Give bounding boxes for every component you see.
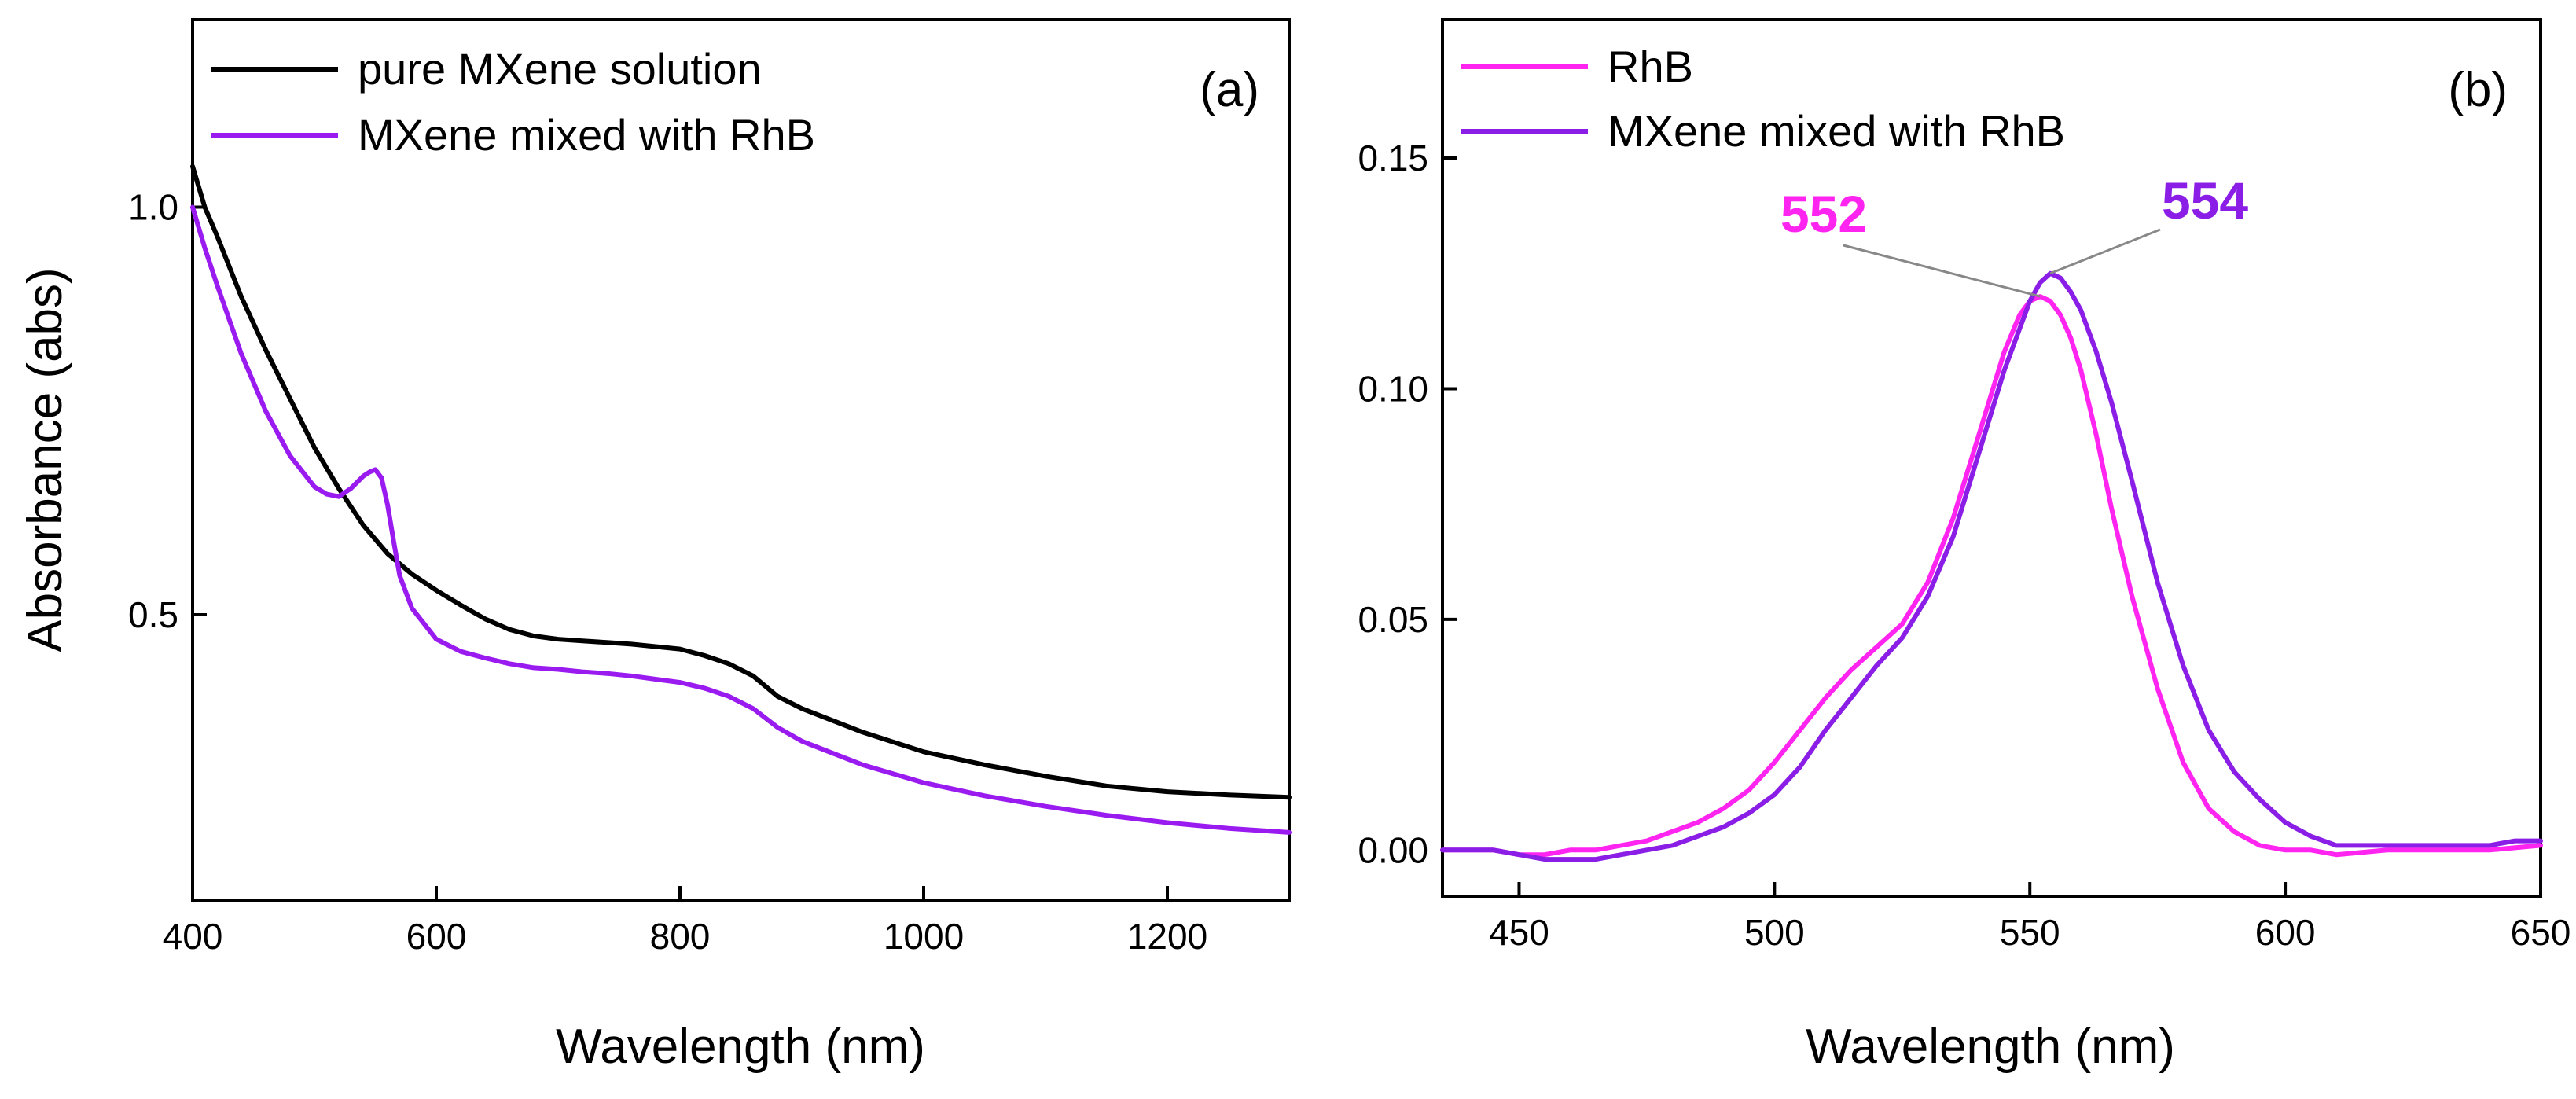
panel-b-series xyxy=(1440,270,2543,862)
panel-a-y-tick-label: 1.0 xyxy=(128,187,178,228)
panel-a-x-tick-label: 600 xyxy=(406,916,467,957)
annotation-554-leader xyxy=(2049,228,2161,275)
panel-b-y-tick-label: 0.15 xyxy=(1358,138,1428,178)
legend-b-label-rhb: RhB xyxy=(1608,42,1693,91)
legend-b-label-mixed: MXene mixed with RhB xyxy=(1608,106,2065,156)
legend-a-label-pure-mxene: pure MXene solution xyxy=(358,44,762,94)
panel-b-y-tick-label: 0.05 xyxy=(1358,599,1428,640)
panel-a-y-axis-title: Absorbance (abs) xyxy=(18,267,72,652)
panel-a-x-tick-label: 400 xyxy=(163,916,223,957)
annotation-554: 554 xyxy=(2162,171,2248,230)
panel-b-x-tick-label: 600 xyxy=(2255,912,2316,953)
panel-a-series-2-line xyxy=(190,204,1292,835)
panel-b-label: (b) xyxy=(2448,63,2508,117)
panel-b-x-ticks: 450 500 550 600 650 xyxy=(1489,882,2570,953)
panel-b: 450 500 550 600 650 0.00 0.05 0.10 0.15 RhB MXe… xyxy=(1358,18,2570,1074)
panel-b-x-tick-label: 450 xyxy=(1489,912,1549,953)
panel-b-y-tick-label: 0.00 xyxy=(1358,829,1428,870)
panel-b-x-tick-label: 550 xyxy=(2000,912,2060,953)
panel-b-series-1-line xyxy=(1440,294,2543,858)
panel-b-x-tick-label: 500 xyxy=(1744,912,1805,953)
legend-a-label-mixed: MXene mixed with RhB xyxy=(358,110,815,160)
panel-b-series-2-line xyxy=(1440,270,2543,862)
panel-a-series xyxy=(190,164,1292,835)
annotation-552: 552 xyxy=(1780,185,1867,243)
panel-b-plot-frame xyxy=(1441,18,2542,898)
panel-b-x-axis-title: Wavelength (nm) xyxy=(1806,1020,2175,1074)
panel-a-x-ticks: 400 600 800 1000 1200 xyxy=(163,886,1207,957)
panel-a-plot-frame xyxy=(191,18,1291,902)
panel-a-label: (a) xyxy=(1200,63,1259,117)
panel-a: 400 600 800 1000 1200 0.5 1.0 pure MXene solu… xyxy=(18,18,1292,1074)
panel-b-y-ticks: 0.00 0.05 0.10 0.15 xyxy=(1358,138,1457,870)
panel-b-x-tick-label: 650 xyxy=(2511,912,2571,953)
panel-a-x-tick-label: 1000 xyxy=(884,916,964,957)
panel-a-series-1-line xyxy=(190,164,1292,800)
panel-a-x-axis-title: Wavelength (nm) xyxy=(556,1020,925,1074)
panel-b-y-tick-label: 0.10 xyxy=(1358,368,1428,409)
annotation-552-leader xyxy=(1843,244,2041,298)
panel-a-x-tick-label: 800 xyxy=(650,916,711,957)
panel-a-y-tick-label: 0.5 xyxy=(128,594,178,635)
panel-a-y-ticks: 0.5 1.0 xyxy=(128,187,207,635)
panel-a-x-tick-label: 1200 xyxy=(1127,916,1207,957)
